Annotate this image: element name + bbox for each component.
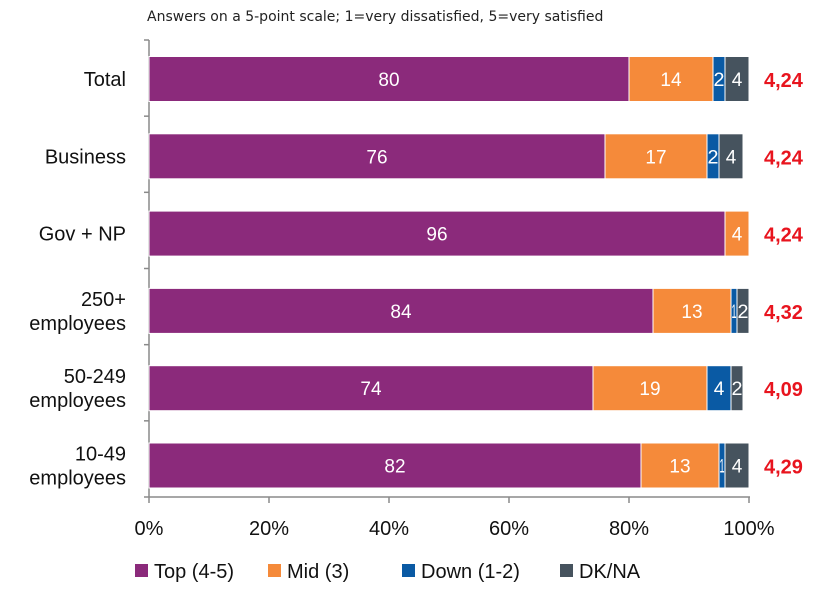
x-tick-label: 80% xyxy=(609,518,649,540)
bar-segment xyxy=(148,365,594,412)
data-label: 1 xyxy=(720,457,725,478)
bar-segment xyxy=(730,365,744,412)
bar-segment xyxy=(736,287,750,334)
bar-segment xyxy=(652,287,732,334)
data-label: 2 xyxy=(708,147,719,168)
bar-segment xyxy=(148,442,642,489)
bar-segment xyxy=(718,133,744,180)
category-label: employees xyxy=(29,468,126,490)
mean-score-label: 4,24 xyxy=(764,225,804,247)
data-label: 2 xyxy=(732,379,743,400)
data-label: 13 xyxy=(669,457,690,478)
category-label: Total xyxy=(84,69,126,91)
data-label: 4 xyxy=(732,70,743,91)
data-label: 82 xyxy=(384,457,405,478)
bar-segment xyxy=(640,442,720,489)
legend-swatch xyxy=(268,564,281,577)
mean-score-label: 4,29 xyxy=(764,457,803,479)
bar-segment xyxy=(724,210,750,257)
data-label: 2 xyxy=(738,302,749,323)
mean-score-label: 4,24 xyxy=(764,147,804,169)
bar-segment xyxy=(148,287,654,334)
x-tick-label: 0% xyxy=(135,518,164,540)
data-label: 74 xyxy=(360,379,382,400)
data-label: 4 xyxy=(732,457,743,478)
data-label: 4 xyxy=(714,379,725,400)
data-label: 2 xyxy=(714,70,725,91)
category-label: employees xyxy=(29,313,126,335)
bar-segment xyxy=(724,56,750,102)
category-label: Business xyxy=(45,146,126,168)
x-tick-label: 20% xyxy=(249,518,289,540)
data-label: 80 xyxy=(378,70,399,91)
mean-score-label: 4,24 xyxy=(764,70,804,92)
legend: Top (4-5) Mid (3) Down (1-2) DK/NA xyxy=(135,561,641,583)
category-label: 50-249 xyxy=(64,366,126,388)
chart-subtitle: Answers on a 5-point scale; 1=very dissa… xyxy=(147,9,603,25)
mean-score-label: 4,09 xyxy=(764,379,803,401)
data-label: 17 xyxy=(645,147,666,168)
legend-label: Mid (3) xyxy=(287,561,349,583)
legend-label: Down (1-2) xyxy=(421,561,520,583)
data-label: 76 xyxy=(366,147,387,168)
category-label: employees xyxy=(29,390,126,412)
data-label: 19 xyxy=(639,379,660,400)
legend-label: Top (4-5) xyxy=(154,561,234,583)
legend-label: DK/NA xyxy=(579,561,641,583)
data-label: 84 xyxy=(390,302,412,323)
legend-swatch xyxy=(402,564,415,577)
data-label: 4 xyxy=(732,225,743,246)
data-label: 13 xyxy=(681,302,702,323)
bar-segment xyxy=(706,365,732,412)
x-tick-label: 100% xyxy=(723,518,774,540)
bar-segment xyxy=(148,133,606,180)
category-label: 250+ xyxy=(81,289,126,311)
x-tick-label: 60% xyxy=(489,518,529,540)
bar-segment xyxy=(724,442,750,489)
legend-swatch xyxy=(135,564,148,577)
x-tick-label: 40% xyxy=(369,518,409,540)
data-label: 4 xyxy=(726,147,737,168)
mean-score-label: 4,32 xyxy=(764,302,803,324)
bar-segment xyxy=(148,56,630,102)
data-label: 96 xyxy=(426,225,447,246)
category-label: 10-49 xyxy=(75,444,126,466)
legend-swatch xyxy=(560,564,573,577)
data-label: 14 xyxy=(660,70,682,91)
category-label: Gov + NP xyxy=(39,224,126,246)
data-label: 1 xyxy=(732,302,737,323)
